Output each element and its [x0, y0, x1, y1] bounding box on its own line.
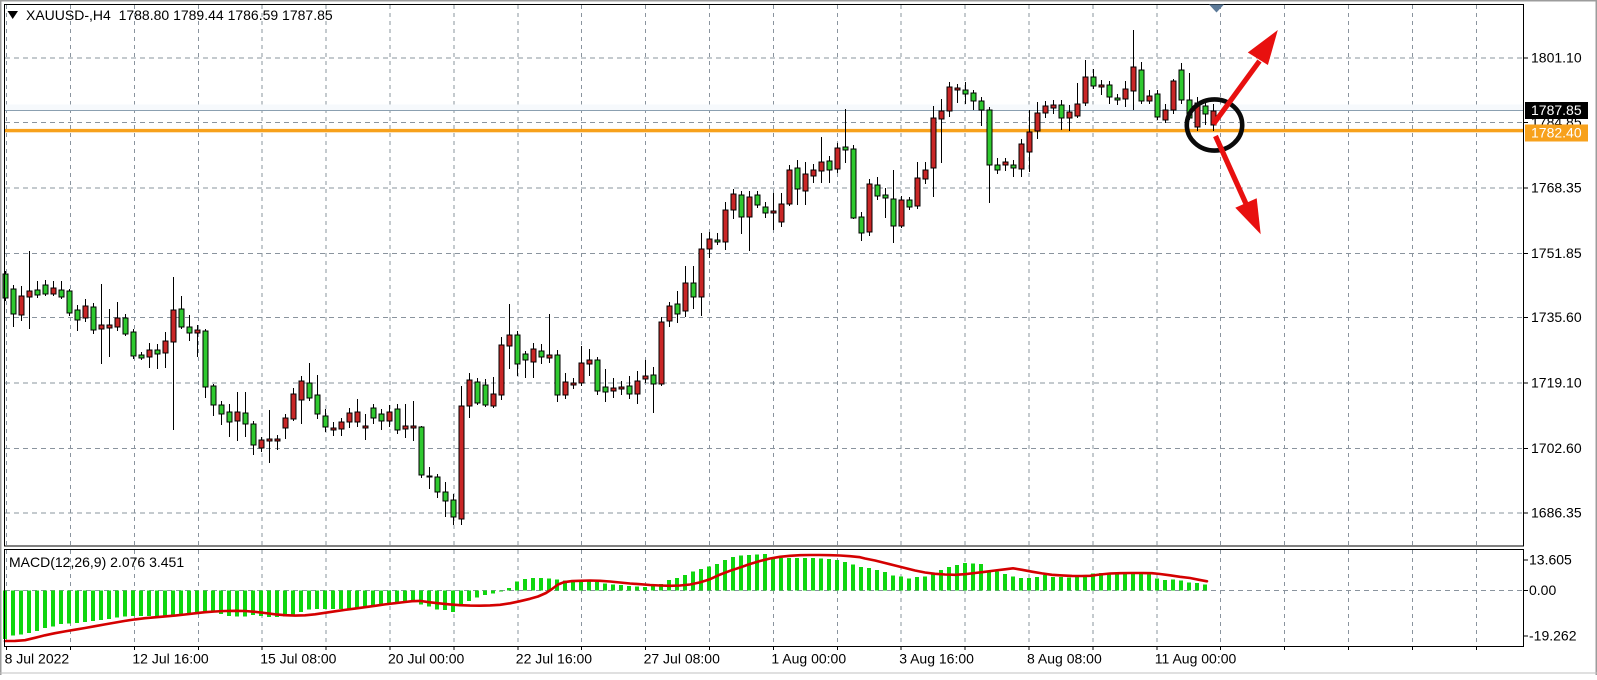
svg-text:1801.10: 1801.10	[1531, 50, 1582, 66]
svg-text:15 Jul 08:00: 15 Jul 08:00	[260, 651, 336, 667]
svg-text:1782.40: 1782.40	[1531, 125, 1582, 141]
svg-text:1735.60: 1735.60	[1531, 309, 1582, 325]
svg-text:1 Aug 00:00: 1 Aug 00:00	[771, 651, 846, 667]
svg-text:8 Jul 2022: 8 Jul 2022	[5, 651, 70, 667]
svg-text:1787.85: 1787.85	[1531, 102, 1582, 118]
svg-text:12 Jul 16:00: 12 Jul 16:00	[132, 651, 208, 667]
svg-text:1686.35: 1686.35	[1531, 505, 1582, 521]
svg-text:XAUUSD-,H4 1788.80 1789.44 17: XAUUSD-,H4 1788.80 1789.44 1786.59 1787.…	[26, 7, 333, 23]
svg-text:8 Aug 08:00: 8 Aug 08:00	[1027, 651, 1102, 667]
svg-text:1719.10: 1719.10	[1531, 375, 1582, 391]
svg-text:1751.85: 1751.85	[1531, 245, 1582, 261]
svg-text:11 Aug 00:00: 11 Aug 00:00	[1155, 651, 1237, 667]
svg-text:MACD(12,26,9) 2.076 3.451: MACD(12,26,9) 2.076 3.451	[9, 554, 184, 570]
svg-text:20 Jul 00:00: 20 Jul 00:00	[388, 651, 464, 667]
svg-text:1702.60: 1702.60	[1531, 440, 1582, 456]
svg-text:0.00: 0.00	[1529, 582, 1556, 598]
svg-text:13.605: 13.605	[1529, 552, 1572, 568]
svg-text:27 Jul 08:00: 27 Jul 08:00	[644, 651, 720, 667]
svg-text:-19.262: -19.262	[1529, 628, 1577, 644]
svg-text:1768.35: 1768.35	[1531, 180, 1582, 196]
svg-text:22 Jul 16:00: 22 Jul 16:00	[516, 651, 592, 667]
svg-text:3 Aug 16:00: 3 Aug 16:00	[899, 651, 974, 667]
